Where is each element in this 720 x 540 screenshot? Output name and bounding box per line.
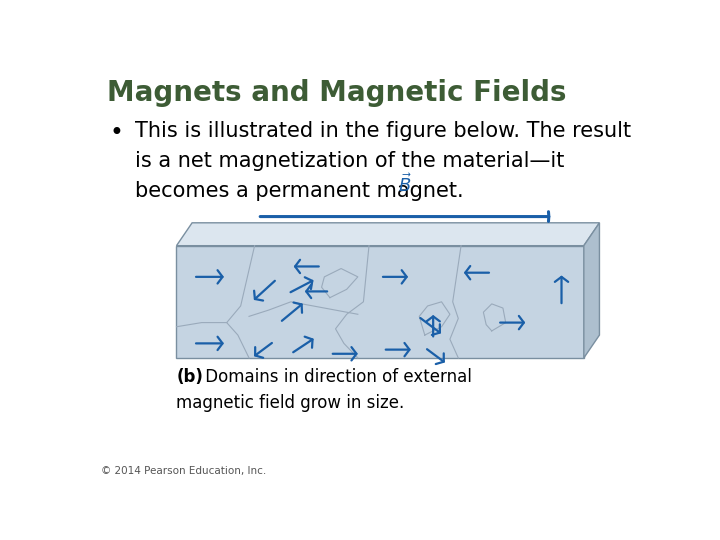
Polygon shape: [176, 246, 584, 358]
Text: $\vec{B}$: $\vec{B}$: [398, 173, 413, 196]
Text: © 2014 Pearson Education, Inc.: © 2014 Pearson Education, Inc.: [101, 465, 266, 476]
Polygon shape: [176, 223, 600, 246]
Polygon shape: [584, 223, 600, 358]
Text: is a net magnetization of the material—it: is a net magnetization of the material—i…: [135, 151, 564, 171]
Text: Magnets and Magnetic Fields: Magnets and Magnetic Fields: [107, 79, 566, 107]
Text: This is illustrated in the figure below. The result: This is illustrated in the figure below.…: [135, 121, 631, 141]
Text: Domains in direction of external: Domains in direction of external: [200, 368, 472, 386]
Text: magnetic field grow in size.: magnetic field grow in size.: [176, 394, 405, 412]
Text: •: •: [109, 121, 123, 145]
Text: becomes a permanent magnet.: becomes a permanent magnet.: [135, 181, 463, 201]
Text: (b): (b): [176, 368, 203, 386]
